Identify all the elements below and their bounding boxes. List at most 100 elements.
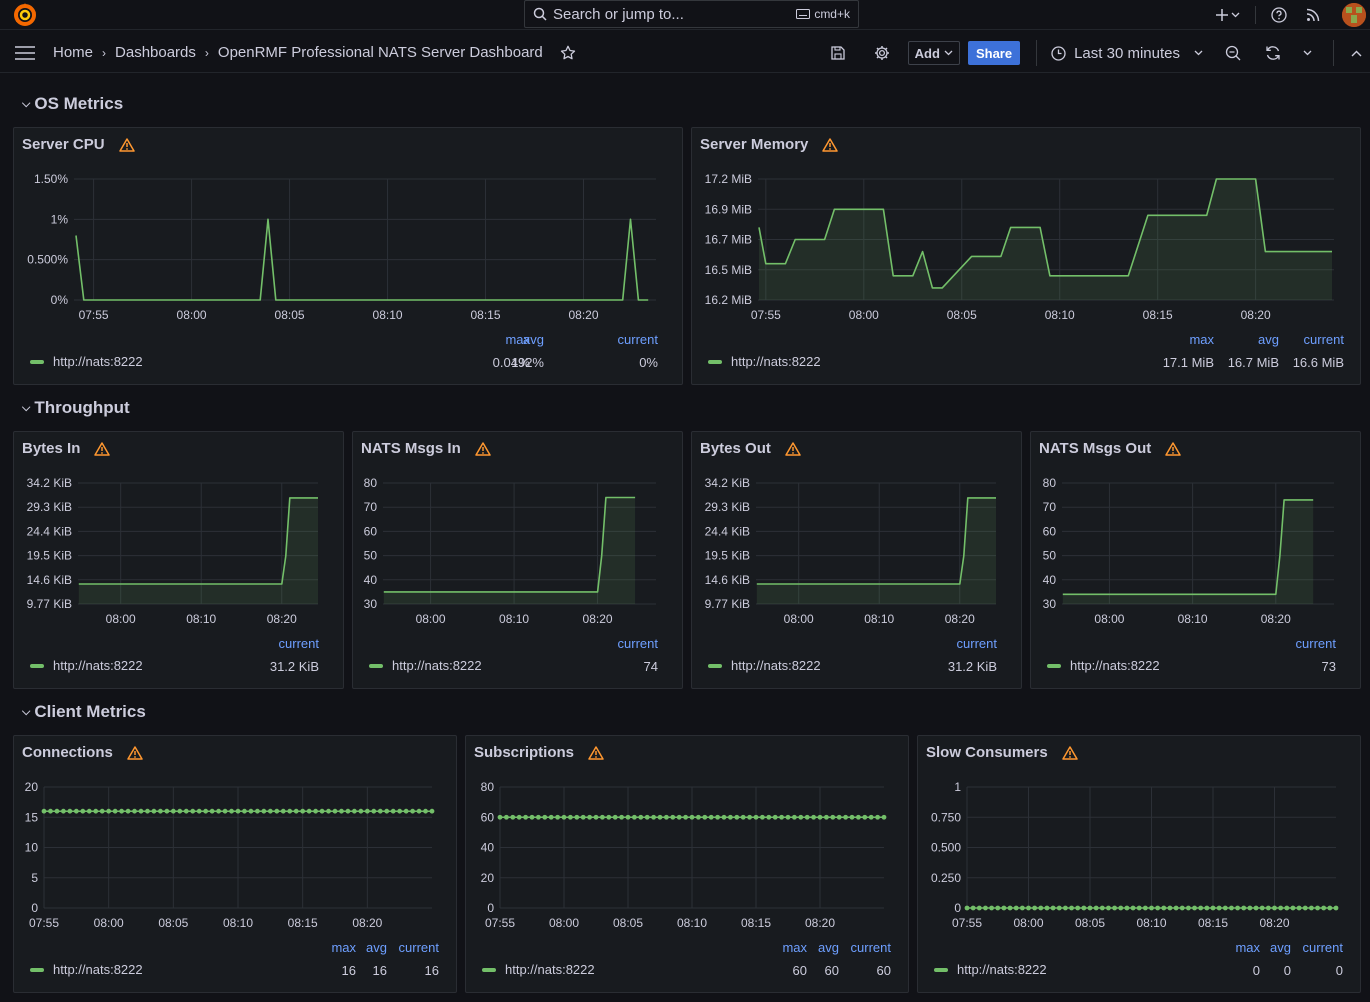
warning-icon[interactable] [1165,441,1181,456]
legend-header-avg[interactable]: avg [366,940,387,955]
legend-series[interactable]: http://nats:8222 [934,962,1047,977]
data-point [976,905,982,911]
row-throughput[interactable]: ⌵ Throughput [22,398,130,418]
menu-icon[interactable] [15,45,35,60]
save-dashboard-button[interactable] [822,38,854,68]
legend-header-current[interactable]: current [617,636,658,651]
add-button[interactable]: Add [907,41,960,65]
legend-header-current[interactable]: current [850,940,891,955]
warning-icon[interactable] [785,441,801,456]
panel-title[interactable]: Bytes Out [700,440,801,457]
y-tick-label: 14.6 KiB [705,573,750,587]
panel-title[interactable]: NATS Msgs In [361,440,491,457]
panel-title[interactable]: Server CPU [22,136,135,153]
legend-header-current[interactable]: current [617,332,658,347]
time-range-picker[interactable]: Last 30 minutes [1043,45,1213,62]
panel-title[interactable]: Subscriptions [474,744,604,761]
legend-header-avg[interactable]: avg [523,332,544,347]
refresh-button[interactable] [1253,38,1293,68]
legend-header-max[interactable]: max [505,332,530,347]
legend-series[interactable]: http://nats:8222 [708,658,821,673]
panel-title[interactable]: Connections [22,744,143,761]
search-input[interactable]: Search or jump to... cmd+k [524,0,859,28]
warning-icon[interactable] [127,745,143,760]
panel-server-memory[interactable]: Server Memory 16.2 MiB 16.5 MiB 16.7 MiB 16.… [691,127,1361,385]
legend-series[interactable]: http://nats:8222 [30,354,143,369]
panel-title[interactable]: Slow Consumers [926,744,1078,761]
legend-header-current[interactable]: current [398,940,439,955]
panel-slow-consumers[interactable]: Slow Consumers 0 0.250 0.500 0.750 1 07:55 08:0… [917,735,1361,993]
legend-series[interactable]: http://nats:8222 [30,962,143,977]
chart-connections[interactable]: 0 5 10 15 20 07:55 08:00 08:05 08:10 08:15 08:20 [14,736,458,994]
legend-header-max[interactable]: max [782,940,807,955]
chart-server-cpu[interactable]: 0% 0.500% 1% 1.50% 07:55 08:00 08:05 08:10 08:15… [14,128,684,386]
data-point [964,905,970,911]
chevron-down-icon [1231,12,1240,18]
help-button[interactable] [1264,1,1294,29]
star-icon[interactable] [560,45,576,61]
warning-icon[interactable] [822,137,839,152]
dashboard-settings-button[interactable] [866,38,898,68]
warning-icon[interactable] [474,441,491,456]
zoom-out-button[interactable] [1213,38,1253,68]
breadcrumb-dashboards[interactable]: Dashboards [115,44,196,61]
new-menu-button[interactable] [1209,1,1247,29]
legend-series[interactable]: http://nats:8222 [1047,658,1160,673]
y-tick-label: 9.77 KiB [27,597,72,611]
legend-header-current[interactable]: current [956,636,997,651]
chart-nats-msgs-out[interactable]: 30 40 50 60 70 80 08:00 08:10 08:20 [1031,432,1362,690]
panel-title[interactable]: NATS Msgs Out [1039,440,1181,457]
legend-header-current[interactable]: current [1295,636,1336,651]
panel-connections[interactable]: Connections 0 5 10 15 20 07:55 08:00 08:05 08:10 0… [13,735,457,993]
row-client-metrics[interactable]: ⌵ Client Metrics [22,702,146,722]
legend-series[interactable]: http://nats:8222 [369,658,482,673]
panel-title[interactable]: Bytes In [22,440,111,457]
data-point [216,808,222,814]
panel-title-text: Subscriptions [474,744,575,761]
legend-series[interactable]: http://nats:8222 [708,354,821,369]
legend-header-current[interactable]: current [278,636,319,651]
news-button[interactable] [1294,1,1332,29]
legend-value-avg: 0.0492% [492,355,544,370]
chart-bytes-in[interactable]: 9.77 KiB 14.6 KiB 19.5 KiB 24.4 KiB 29.3 KiB… [14,432,345,690]
warning-icon[interactable] [1061,745,1078,760]
legend-header-avg[interactable]: avg [1270,940,1291,955]
panel-server-cpu[interactable]: Server CPU 0% 0.500% 1% 1.50% 07:55 08:00 08:05… [13,127,683,385]
data-point [772,814,778,820]
legend-series[interactable]: http://nats:8222 [482,962,595,977]
share-button[interactable]: Share [967,41,1021,65]
warning-icon[interactable] [118,137,135,152]
data-point [1315,905,1320,911]
refresh-interval-button[interactable] [1293,38,1321,68]
panel-subscriptions[interactable]: Subscriptions 0 20 40 60 80 07:55 08:00 08:05 08:… [465,735,909,993]
grafana-logo-icon[interactable] [12,2,38,28]
legend-header-max[interactable]: max [1235,940,1260,955]
legend-series[interactable]: http://nats:8222 [30,658,143,673]
legend-header-avg[interactable]: avg [1258,332,1279,347]
chart-subscriptions[interactable]: 0 20 40 60 80 07:55 08:00 08:05 08:10 08:15 08:20 [466,736,910,994]
chart-slow-consumers[interactable]: 0 0.250 0.500 0.750 1 07:55 08:00 08:05 08:10 08:… [918,736,1362,994]
legend-header-current[interactable]: current [1303,332,1344,347]
panel-title[interactable]: Server Memory [700,136,839,153]
legend-header-current[interactable]: current [1302,940,1343,955]
panel-bytes-out[interactable]: Bytes Out 9.77 KiB 14.6 KiB 19.5 KiB 24.4 Ki… [691,431,1022,689]
chart-bytes-out[interactable]: 9.77 KiB 14.6 KiB 19.5 KiB 24.4 KiB 29.3 KiB… [692,432,1023,690]
chart-server-memory[interactable]: 16.2 MiB 16.5 MiB 16.7 MiB 16.9 MiB 17.2 MiB… [692,128,1362,386]
data-point [1192,905,1197,911]
collapse-nav-button[interactable] [1342,38,1370,68]
breadcrumb-home[interactable]: Home [53,44,94,61]
user-avatar[interactable] [1342,3,1366,27]
data-point [339,808,344,814]
legend-header-max[interactable]: max [331,940,356,955]
legend-header-avg[interactable]: avg [818,940,839,955]
warning-icon[interactable] [588,745,604,760]
avatar-icon [1342,3,1366,27]
row-os-metrics[interactable]: ⌵ OS Metrics [22,94,123,114]
panel-nats-msgs-out[interactable]: NATS Msgs Out 30 40 50 60 70 80 08:00 08:10 08:20… [1030,431,1361,689]
panel-nats-msgs-in[interactable]: NATS Msgs In 30 40 50 60 70 80 08:00 08:10 08:20 h… [352,431,683,689]
data-point [664,814,669,820]
legend-header-max[interactable]: max [1189,332,1214,347]
panel-bytes-in[interactable]: Bytes In 9.77 KiB 14.6 KiB 19.5 KiB 24.4 KiB… [13,431,344,689]
chart-nats-msgs-in[interactable]: 30 40 50 60 70 80 08:00 08:10 08:20 [353,432,684,690]
warning-icon[interactable] [94,441,111,456]
